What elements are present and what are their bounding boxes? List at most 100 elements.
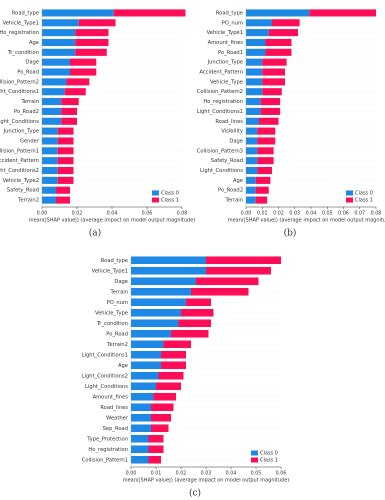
bar-segment <box>42 9 114 17</box>
category-label: Collision_Pattern1 <box>82 457 128 463</box>
bar-segment <box>42 137 58 145</box>
bar-segment <box>148 445 164 454</box>
legend-label: Class 0 <box>260 451 278 457</box>
bar-segment <box>246 107 261 115</box>
category-label: Light_Conditions2 <box>82 373 128 379</box>
legend-label: Class 1 <box>355 198 373 204</box>
bar-segment <box>42 157 58 165</box>
bar-segment <box>153 392 176 401</box>
bar-segment <box>131 340 164 349</box>
category-label: Vehicle_Type2 <box>3 178 39 184</box>
x-tick-label: 0.04 <box>226 471 237 477</box>
bar-segment <box>259 117 279 125</box>
legend-swatch <box>251 450 258 456</box>
bar-segment <box>246 157 258 165</box>
category-label: Road_lines <box>215 119 243 125</box>
bar-segment <box>42 88 65 96</box>
bar-segment <box>131 392 154 401</box>
category-label: Age <box>118 363 128 369</box>
category-label: Po_Road2 <box>218 188 243 194</box>
category-label: Light_Conditions1 <box>82 352 128 358</box>
category-label: Terrain <box>109 289 128 295</box>
x-tick-label: 0.07 <box>354 211 365 217</box>
category-label: Vehicle_Type1 <box>3 20 39 26</box>
bar-segment <box>131 371 159 380</box>
category-label: Po_Road2 <box>14 109 39 115</box>
bar-segment <box>246 38 266 47</box>
bar-segment <box>42 98 62 106</box>
x-tick-label: 0.00 <box>37 211 48 217</box>
category-label: Terrain2 <box>17 198 39 204</box>
bar-segment <box>265 48 292 56</box>
bar-segment <box>131 434 149 443</box>
bar-segment <box>75 48 107 56</box>
x-axis-label: mean(|SHAP value|) (average impact on mo… <box>228 218 385 224</box>
bar-segment <box>246 186 256 194</box>
bar-segment <box>131 298 186 307</box>
bar-segment <box>246 147 258 155</box>
category-label: Light_Conditions1 <box>197 109 243 115</box>
bar-segment <box>57 176 74 184</box>
bar-segment <box>131 266 206 275</box>
bar-segment <box>61 98 79 106</box>
bar-segment <box>262 58 287 66</box>
category-label: Collision_Pattern3 <box>197 148 243 154</box>
category-label: Light_Conditions <box>200 168 243 174</box>
bar-segment <box>262 78 285 86</box>
bar-segment <box>42 127 58 135</box>
category-label: Amount_fines <box>93 394 129 400</box>
legend-label: Class 1 <box>161 198 179 204</box>
category-label: Amount_fines <box>208 40 244 46</box>
bar-segment <box>171 329 209 338</box>
category-label: Terrain <box>20 99 39 105</box>
bar-segment <box>66 78 90 86</box>
bar-segment <box>163 340 191 349</box>
bar-segment <box>257 157 274 165</box>
bar-segment <box>246 98 261 106</box>
bar-segment <box>151 424 169 433</box>
x-tick-label: 0.06 <box>338 211 349 217</box>
bar-segment <box>257 147 274 155</box>
x-tick-label: 0.06 <box>142 211 153 217</box>
bar-segment <box>42 196 56 204</box>
bar-segment <box>56 186 70 194</box>
x-tick-label: 0.01 <box>151 471 162 477</box>
x-tick-label: 0.04 <box>306 211 317 217</box>
x-tick-label: 0.04 <box>107 211 118 217</box>
category-label: Road_lines <box>100 405 128 411</box>
bar-segment <box>42 19 79 27</box>
bar-segment <box>260 98 281 106</box>
bar-segment <box>246 117 259 125</box>
category-label: Dage <box>25 60 39 66</box>
category-label: Vehicle_Type <box>95 310 128 316</box>
bar-segment <box>246 29 269 37</box>
category-label: Light_Conditions <box>0 119 39 125</box>
bar-segment <box>309 9 376 17</box>
x-tick-label: 0.03 <box>201 471 212 477</box>
category-label: Safety_Road <box>211 158 243 164</box>
caption: (b) <box>284 228 297 239</box>
bar-segment <box>131 287 191 296</box>
bar-segment <box>151 403 174 412</box>
bar-segment <box>191 287 249 296</box>
bar-segment <box>42 58 70 66</box>
caption: (c) <box>189 488 201 499</box>
bar-segment <box>148 455 161 464</box>
bar-segment <box>131 382 156 391</box>
category-label: Terrain <box>224 198 243 204</box>
bar-segment <box>246 58 263 66</box>
category-label: Road_type <box>216 10 243 16</box>
category-label: Gender <box>20 138 40 144</box>
bar-segment <box>158 371 184 380</box>
category-label: Weather <box>106 415 129 421</box>
x-axis-label: mean(|SHAP value|) (average impact on mo… <box>123 478 290 484</box>
legend-swatch <box>152 197 159 203</box>
x-tick-label: 0.00 <box>126 471 137 477</box>
bar-segment <box>57 147 74 155</box>
category-label: Light_Conditions2 <box>0 168 39 174</box>
bar-segment <box>272 19 300 27</box>
category-label: Accident_Pattern <box>199 70 243 76</box>
bar-segment <box>131 329 171 338</box>
bar-segment <box>42 117 62 125</box>
bar-segment <box>268 29 298 37</box>
